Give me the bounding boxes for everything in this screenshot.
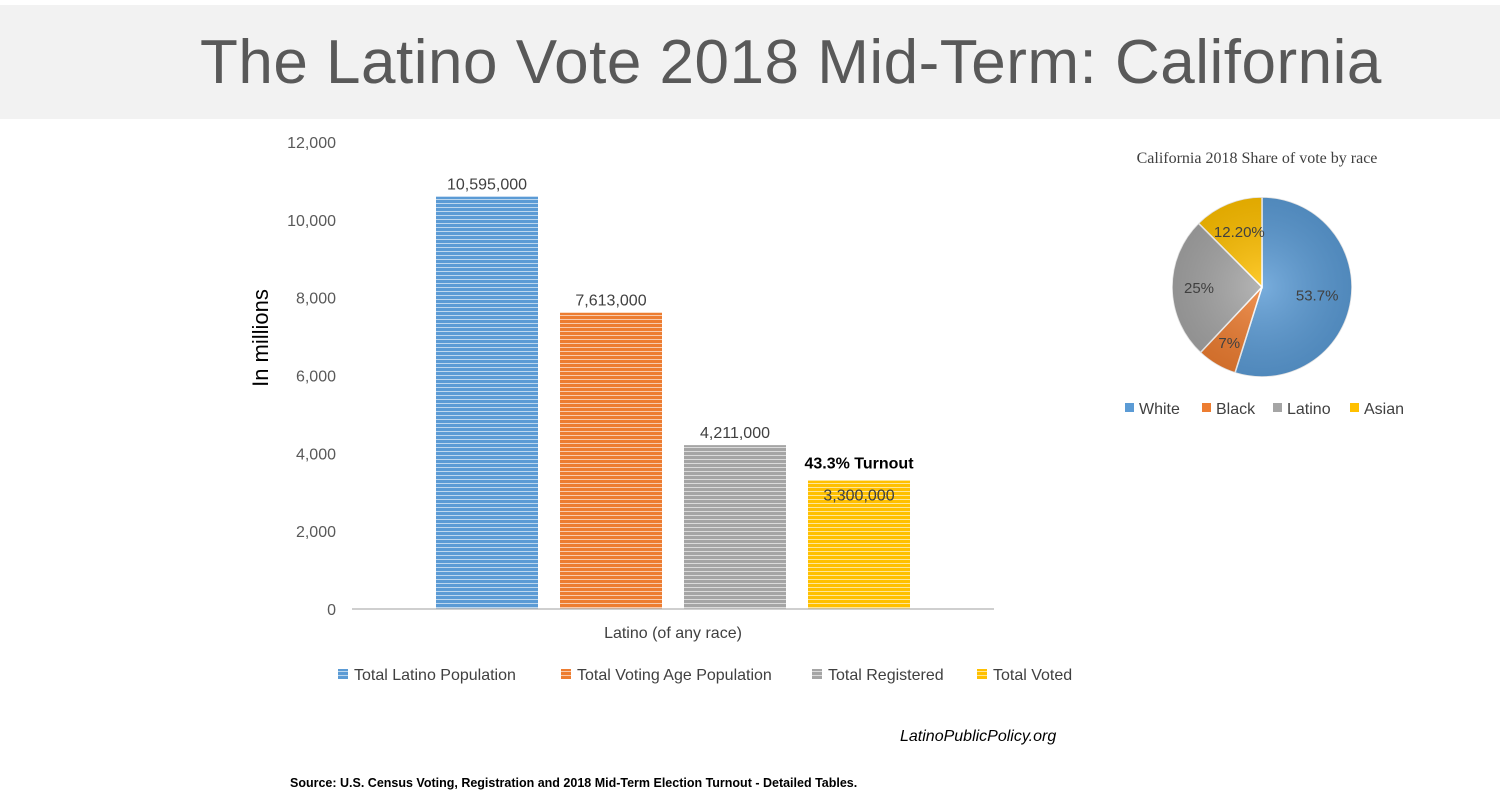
bar-chart: 0 2,000 4,000 6,000 8,000 10,000 12,000 In mil… bbox=[248, 135, 1072, 684]
y-tick-label: 6,000 bbox=[296, 369, 336, 386]
y-tick-label: 4,000 bbox=[296, 446, 336, 463]
y-tick-label: 2,000 bbox=[296, 524, 336, 541]
pie-legend-swatch bbox=[1350, 403, 1359, 412]
bar-4 bbox=[808, 480, 910, 609]
legend-swatch bbox=[338, 669, 348, 679]
bar-legend: Total Latino Population Total Voting Age … bbox=[338, 667, 1072, 684]
legend-swatch bbox=[812, 669, 822, 679]
pie-data-label: 53.7% bbox=[1296, 287, 1339, 304]
source-note: Source: U.S. Census Voting, Registration… bbox=[290, 776, 858, 790]
bar-data-label: 3,300,000 bbox=[823, 488, 894, 505]
y-axis-label: In millions bbox=[248, 289, 273, 387]
x-category-label: Latino (of any race) bbox=[604, 625, 742, 642]
pie-legend-label: White bbox=[1139, 401, 1180, 418]
legend-label: Total Voting Age Population bbox=[577, 667, 772, 684]
pie-data-label: 7% bbox=[1218, 335, 1240, 352]
pie-slices bbox=[1171, 196, 1353, 378]
legend-label: Total Latino Population bbox=[354, 667, 516, 684]
pie-shading bbox=[1172, 197, 1352, 377]
pie-legend-swatch bbox=[1202, 403, 1211, 412]
y-tick-label: 0 bbox=[327, 602, 336, 619]
pie-legend: White Black Latino Asian bbox=[1125, 401, 1404, 418]
legend-label: Total Voted bbox=[993, 667, 1072, 684]
y-tick-label: 12,000 bbox=[287, 135, 336, 152]
bar-3 bbox=[684, 445, 786, 609]
pie-labels: 53.7% 7% 25% 12.20% bbox=[1184, 224, 1338, 352]
pie-legend-swatch bbox=[1273, 403, 1282, 412]
website-credit: LatinoPublicPolicy.org bbox=[900, 728, 1057, 745]
bar-data-label: 10,595,000 bbox=[447, 177, 527, 194]
pie-legend-label: Asian bbox=[1364, 401, 1404, 418]
legend-swatch bbox=[977, 669, 987, 679]
pie-legend-label: Latino bbox=[1287, 401, 1331, 418]
bar-data-label: 4,211,000 bbox=[700, 425, 770, 442]
pie-legend-swatch bbox=[1125, 403, 1134, 412]
y-tick-label: 8,000 bbox=[296, 291, 336, 308]
page-title: The Latino Vote 2018 Mid-Term: Californi… bbox=[200, 28, 1382, 97]
bar-series: 10,595,000 7,613,000 4,211,000 3,300,000 bbox=[436, 177, 910, 609]
legend-swatch bbox=[561, 669, 571, 679]
pie-legend-label: Black bbox=[1216, 401, 1256, 418]
turnout-annotation: 43.3% Turnout bbox=[804, 456, 914, 473]
legend-label: Total Registered bbox=[828, 667, 944, 684]
y-axis-ticks: 0 2,000 4,000 6,000 8,000 10,000 12,000 bbox=[287, 135, 336, 619]
pie-chart: California 2018 Share of vote by race 53… bbox=[1125, 150, 1404, 418]
pie-data-label: 12.20% bbox=[1214, 224, 1265, 241]
bar-2 bbox=[560, 312, 662, 609]
pie-data-label: 25% bbox=[1184, 280, 1214, 297]
title-band: The Latino Vote 2018 Mid-Term: Californi… bbox=[0, 5, 1500, 119]
pie-title: California 2018 Share of vote by race bbox=[1137, 150, 1378, 167]
bar-data-label: 7,613,000 bbox=[575, 293, 646, 310]
y-tick-label: 10,000 bbox=[287, 213, 336, 230]
bar-1 bbox=[436, 196, 538, 609]
